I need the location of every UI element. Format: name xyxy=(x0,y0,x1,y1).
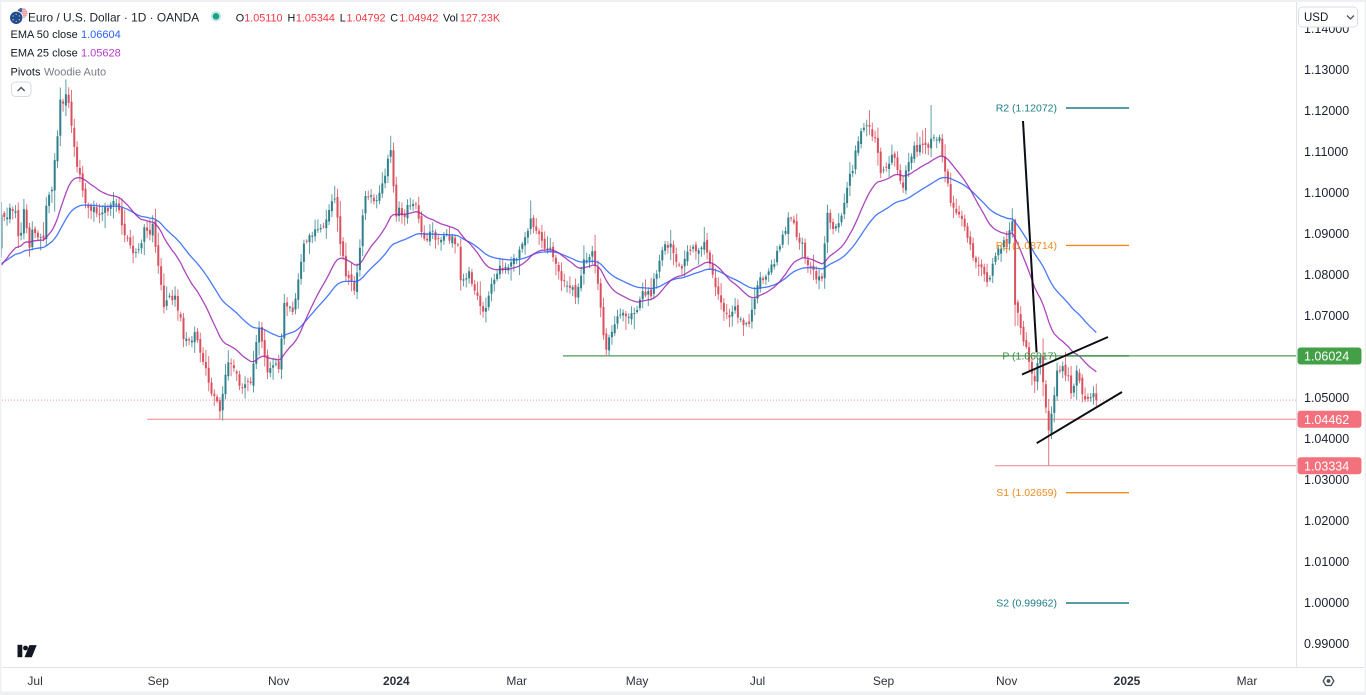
svg-text:1.00000: 1.00000 xyxy=(1304,596,1349,610)
svg-text:P (1.06017): P (1.06017) xyxy=(1002,350,1057,362)
svg-text:Jul: Jul xyxy=(750,674,765,688)
svg-text:Euro / U.S. Dollar · 1D · OAND: Euro / U.S. Dollar · 1D · OANDA xyxy=(28,11,199,25)
svg-text:1.05000: 1.05000 xyxy=(1304,391,1349,405)
svg-text:Nov: Nov xyxy=(268,674,289,688)
svg-text:S1 (1.02659): S1 (1.02659) xyxy=(996,487,1057,499)
svg-text:1.04000: 1.04000 xyxy=(1304,432,1349,446)
svg-text:1.13000: 1.13000 xyxy=(1304,63,1349,77)
svg-text:Mar: Mar xyxy=(1237,674,1258,688)
svg-text:Nov: Nov xyxy=(996,674,1017,688)
svg-text:Mar: Mar xyxy=(506,674,527,688)
svg-text:2025: 2025 xyxy=(1114,674,1141,688)
svg-text:1.08000: 1.08000 xyxy=(1304,268,1349,282)
svg-text:R1 (1.08714): R1 (1.08714) xyxy=(996,240,1057,252)
svg-text:1.10000: 1.10000 xyxy=(1304,186,1349,200)
svg-text:1.03334: 1.03334 xyxy=(1304,459,1349,473)
svg-text:2024: 2024 xyxy=(383,674,410,688)
svg-text:Sep: Sep xyxy=(873,674,895,688)
svg-text:1.09000: 1.09000 xyxy=(1304,227,1349,241)
svg-text:1.12000: 1.12000 xyxy=(1304,104,1349,118)
svg-text:1.11000: 1.11000 xyxy=(1304,145,1348,159)
svg-text:1.06024: 1.06024 xyxy=(1304,350,1349,364)
svg-text:1.02000: 1.02000 xyxy=(1304,514,1349,528)
svg-text:Sep: Sep xyxy=(148,674,170,688)
svg-text:S2 (0.99962): S2 (0.99962) xyxy=(996,598,1057,610)
svg-text:1.07000: 1.07000 xyxy=(1304,309,1349,323)
svg-text:USD: USD xyxy=(1304,12,1328,24)
svg-text:1.04462: 1.04462 xyxy=(1304,413,1349,427)
svg-text:1.01000: 1.01000 xyxy=(1304,555,1349,569)
svg-text:Jul: Jul xyxy=(27,674,42,688)
svg-text:R2 (1.12072): R2 (1.12072) xyxy=(996,103,1057,115)
svg-text:0.99000: 0.99000 xyxy=(1304,637,1349,651)
svg-text:1.03000: 1.03000 xyxy=(1304,473,1349,487)
svg-text:May: May xyxy=(626,674,649,688)
